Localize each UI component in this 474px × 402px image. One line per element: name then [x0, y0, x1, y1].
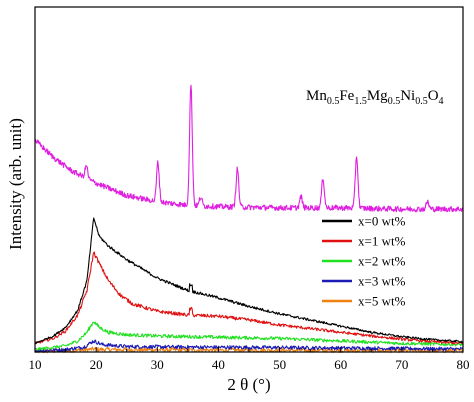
series-line-x0wt: [34, 217, 464, 345]
formula-subscript: 0.5: [415, 96, 428, 107]
x-tick-label: 40: [212, 357, 225, 372]
formula-element: Ni: [400, 88, 415, 104]
x-tick-label: 70: [395, 357, 408, 372]
x-tick-label: 80: [457, 357, 470, 372]
ferrite-pattern-line: [34, 84, 464, 213]
x-tick-label: 60: [334, 357, 347, 372]
legend-label: x=1 wt%: [358, 234, 406, 249]
x-tick-label: 30: [151, 357, 164, 372]
formula-subscript: 1.5: [354, 96, 367, 107]
x-tick-label: 10: [29, 357, 42, 372]
series-line-x1wt: [34, 251, 464, 345]
formula-element: Mn: [306, 88, 327, 104]
y-axis-title: Intensity (arb. unit): [6, 118, 25, 250]
x-axis-title: 2 θ (°): [227, 375, 270, 394]
legend-label: x=3 wt%: [358, 274, 406, 289]
compound-formula: Mn0.5Fe1.5Mg0.5Ni0.5O4: [306, 88, 444, 107]
formula-subscript: 0.5: [327, 96, 340, 107]
x-tick-label: 50: [273, 357, 286, 372]
series-layer: [34, 84, 464, 354]
formula-subscript: 4: [439, 96, 444, 107]
legend-label: x=2 wt%: [358, 254, 406, 269]
legend-label: x=5 wt%: [358, 294, 406, 309]
formula-element: O: [428, 88, 439, 104]
series-line-x2wt: [34, 321, 464, 351]
legend-label: x=0 wt%: [358, 214, 406, 229]
formula-subscript: 0.5: [388, 96, 401, 107]
x-axis-ticks: 10 20 30 40 50 60 70 80: [29, 347, 470, 372]
formula-element: Fe: [339, 88, 354, 104]
legend: x=0 wt% x=1 wt% x=2 wt% x=3 wt% x=5 wt%: [322, 214, 406, 309]
formula-element: Mg: [367, 88, 388, 104]
series-line-x3wt: [34, 339, 464, 353]
x-tick-label: 20: [90, 357, 103, 372]
